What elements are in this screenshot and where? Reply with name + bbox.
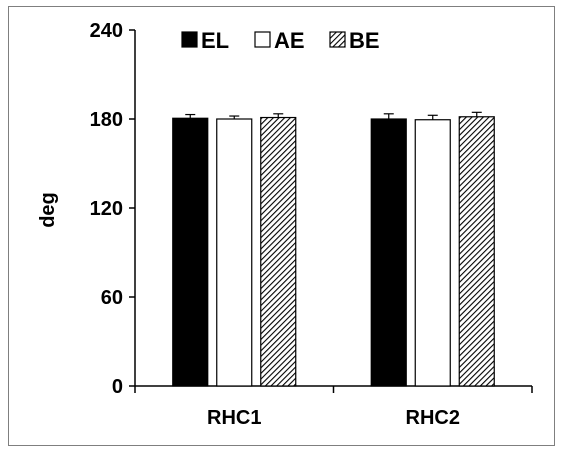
bar-be-rhc1 — [260, 116, 297, 387]
y-tick-label: 180 — [90, 109, 123, 131]
y-axis-label: deg — [37, 192, 59, 228]
y-tick-label: 120 — [90, 198, 123, 220]
bar-el-rhc2 — [370, 118, 407, 387]
x-tick-label: RHC2 — [406, 407, 460, 429]
legend-label-ae: AE — [274, 28, 305, 53]
bar-ae-rhc2 — [414, 119, 451, 387]
legend-label-be: BE — [349, 28, 380, 53]
bar-el-rhc1 — [172, 117, 209, 387]
x-tick-label: RHC1 — [207, 407, 261, 429]
legend-label-el: EL — [201, 28, 229, 53]
legend-swatch-be — [329, 31, 346, 48]
y-tick-label: 60 — [101, 287, 123, 309]
legend: EL AE BE — [181, 28, 380, 53]
legend-swatch-ae — [254, 31, 271, 48]
legend-swatch-el — [181, 31, 198, 48]
y-tick-label: 240 — [90, 20, 123, 42]
y-tick-label: 0 — [112, 376, 123, 398]
bar-ae-rhc1 — [216, 118, 253, 387]
bars — [172, 111, 495, 387]
bar-be-rhc2 — [458, 116, 495, 387]
